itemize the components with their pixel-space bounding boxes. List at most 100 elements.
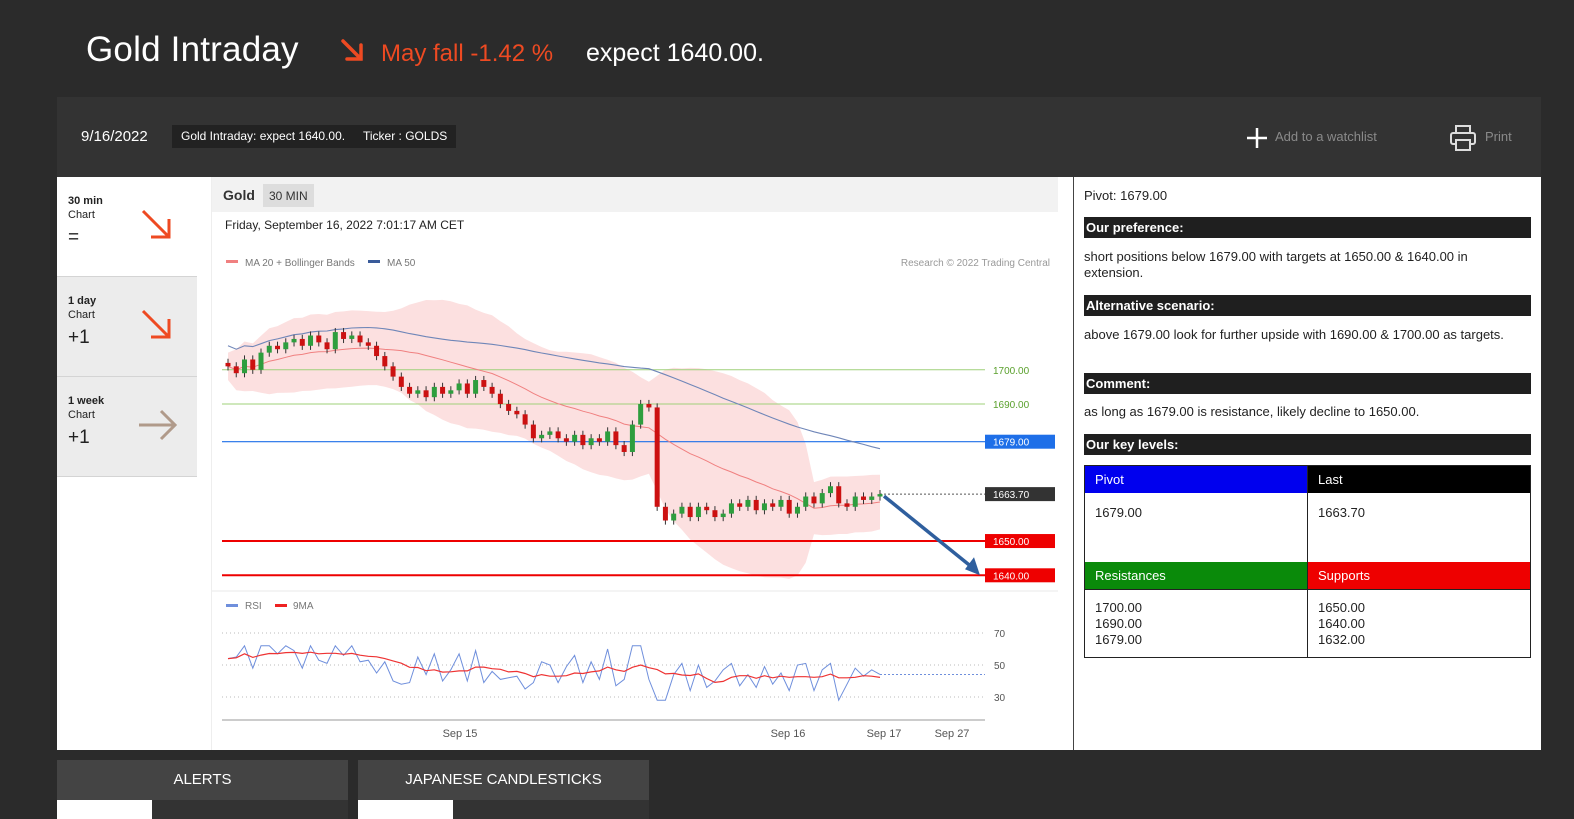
last-value: 1663.70 — [1318, 505, 1365, 520]
candle-body — [308, 335, 314, 346]
rsi-panel: 70 50 30 — [222, 629, 1006, 704]
add-watchlist-label: Add to a watchlist — [1275, 129, 1377, 144]
candle-body — [753, 499, 759, 511]
candle-body — [349, 335, 355, 339]
candle-body — [704, 506, 710, 511]
candle-body — [291, 338, 297, 343]
candle-body — [481, 380, 487, 387]
candle-body — [563, 438, 569, 442]
rsi-tick-label: 30 — [994, 693, 1006, 704]
projection-arrow-head — [965, 557, 980, 576]
candle-body — [440, 386, 446, 394]
candle-body — [572, 434, 578, 442]
candle-body — [283, 342, 289, 350]
candle-body — [580, 434, 586, 446]
candle-body — [860, 496, 866, 500]
chart-copyright: Research © 2022 Trading Central — [901, 258, 1050, 269]
timeframe-name: 1 week — [68, 395, 105, 407]
candle-body — [407, 386, 413, 394]
price-chart[interactable]: Gold 30 MIN Friday, September 16, 2022 7… — [211, 177, 1059, 750]
chart-title: Gold — [223, 187, 255, 203]
candle-body — [588, 438, 594, 446]
last-price-label: 1663.70 — [993, 490, 1030, 501]
comment-text: as long as 1679.00 is resistance, likely… — [1084, 404, 1420, 419]
candle-body — [621, 445, 627, 452]
rsi-tick-label: 70 — [994, 629, 1006, 640]
timeframe-1day[interactable]: 1 day Chart +1 — [57, 277, 197, 377]
print-button[interactable]: Print — [1449, 123, 1512, 151]
pivot-label: 1679.00 — [993, 438, 1030, 449]
preference-heading: Our preference: — [1084, 217, 1531, 238]
candle-body — [390, 366, 396, 377]
candle-body — [415, 390, 421, 394]
supports-values: 1650.00 1640.00 1632.00 — [1318, 600, 1365, 647]
analysis-date: 9/16/2022 — [81, 128, 148, 145]
preference-text: short positions below 1679.00 with targe… — [1084, 249, 1468, 280]
candle-body — [654, 407, 660, 507]
candle-body — [737, 503, 743, 507]
rsi-line — [227, 644, 881, 702]
timeframe-1week[interactable]: 1 week Chart +1 — [57, 377, 197, 477]
tab-alerts[interactable]: ALERTS — [57, 760, 348, 800]
resistances-values: 1700.00 1690.00 1679.00 — [1095, 600, 1142, 647]
support-tag — [985, 568, 1055, 583]
candle-body — [423, 390, 429, 398]
candle-body — [786, 499, 792, 514]
pivot-tag — [985, 434, 1055, 449]
candle-body — [794, 506, 800, 514]
chart-link[interactable]: Chart — [68, 209, 95, 221]
down-arrow-icon — [341, 39, 363, 61]
candle-body — [662, 506, 668, 521]
candle-body — [827, 486, 833, 494]
moving-averages — [227, 326, 881, 509]
legend-rsi: RSI — [245, 601, 262, 612]
timeframe-name: 30 min — [68, 195, 103, 207]
timeframe-30min[interactable]: 30 min Chart = — [57, 177, 197, 277]
candle-body — [547, 431, 553, 435]
candle-body — [341, 332, 347, 339]
legend-9ma: 9MA — [293, 601, 314, 612]
candle-body — [770, 503, 776, 507]
timeframe-score: +1 — [68, 327, 90, 348]
support-tag — [985, 534, 1055, 549]
ma20-line — [227, 347, 881, 509]
chart-link[interactable]: Chart — [68, 309, 95, 321]
chart-link[interactable]: Chart — [68, 409, 95, 421]
last-header: Last — [1308, 466, 1530, 493]
key-levels-table: Pivot Last 1679.00 1663.70 Resistances S… — [1084, 465, 1531, 658]
pivot-header: Pivot — [1085, 466, 1307, 493]
candlesticks — [225, 327, 980, 576]
candle-body — [374, 345, 380, 357]
candle-body — [613, 431, 619, 446]
page-title: Gold Intraday — [86, 30, 299, 69]
alternative-heading: Alternative scenario: — [1084, 295, 1531, 316]
down-arrow-icon — [141, 309, 171, 339]
candle-body — [522, 414, 528, 425]
candle-body — [836, 486, 842, 504]
title-pill: Gold Intraday: expect 1640.00. — [172, 125, 355, 148]
tab-candlesticks-sub — [358, 800, 649, 819]
bollinger-fill — [228, 299, 880, 579]
candle-body — [605, 431, 611, 442]
candle-body — [489, 386, 495, 394]
ticker-pill: Ticker : GOLDS — [354, 125, 457, 148]
candle-body — [728, 503, 734, 514]
timeframe-name: 1 day — [68, 295, 97, 307]
page-header: Gold Intraday May fall -1.42 % expect 16… — [0, 0, 1574, 97]
candle-body — [233, 366, 239, 374]
support-label: 1640.00 — [993, 571, 1030, 582]
tab-japanese-candlesticks[interactable]: JAPANESE CANDLESTICKS — [358, 760, 649, 800]
add-watchlist-button[interactable]: Add to a watchlist — [1245, 123, 1377, 151]
candle-body — [646, 404, 652, 408]
candle-body — [448, 390, 454, 394]
pivot-line: Pivot: 1679.00 — [1084, 188, 1168, 203]
candle-body — [464, 383, 470, 394]
analysis-panel: Pivot: 1679.00 Our preference: short pos… — [1074, 177, 1541, 750]
rsi-ma-line — [227, 651, 881, 684]
candle-body — [811, 496, 817, 504]
chart-timestamp: Friday, September 16, 2022 7:01:17 AM CE… — [225, 218, 465, 232]
x-tick-label: Sep 17 — [867, 728, 902, 740]
candle-body — [530, 424, 536, 439]
expect-target: expect 1640.00. — [586, 39, 764, 67]
fall-percentage: May fall -1.42 % — [381, 40, 554, 67]
